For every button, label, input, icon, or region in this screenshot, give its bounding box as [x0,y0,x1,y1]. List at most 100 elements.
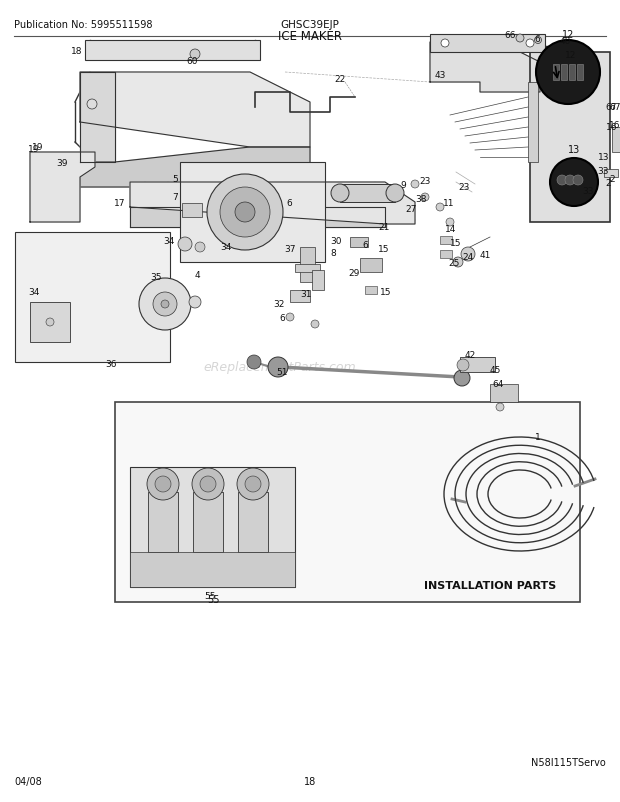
Text: 15: 15 [378,245,389,254]
Circle shape [207,175,283,251]
Circle shape [550,159,598,207]
Text: 12: 12 [562,30,574,40]
Text: 27: 27 [405,205,417,213]
Text: 2: 2 [605,178,611,187]
Polygon shape [130,208,385,228]
Text: 38: 38 [415,194,427,203]
Text: 25: 25 [448,258,459,267]
Circle shape [220,188,270,237]
Bar [430,35,545,53]
Text: 6: 6 [279,314,285,323]
Circle shape [536,41,600,105]
Circle shape [454,371,470,387]
Bar [440,237,452,245]
Circle shape [461,248,475,261]
Polygon shape [80,148,310,213]
Text: 5: 5 [172,176,178,184]
Text: GHSC39EJP: GHSC39EJP [281,20,339,30]
Polygon shape [80,73,115,163]
Text: eReplacementParts.com: eReplacementParts.com [204,361,356,374]
Circle shape [453,257,463,268]
Text: 22: 22 [334,75,345,84]
Bar [193,492,223,553]
Bar [604,170,618,178]
Text: 64: 64 [492,380,503,389]
Text: 15: 15 [450,238,461,247]
Circle shape [189,297,201,309]
Bar [180,163,325,263]
Circle shape [153,293,177,317]
Bar [130,468,295,587]
Bar [130,553,295,587]
Text: 23: 23 [458,182,469,191]
Text: 51: 51 [277,368,288,377]
Bar [156,554,170,582]
Bar [365,286,377,294]
Circle shape [573,176,583,186]
Text: 11: 11 [443,198,454,207]
Bar [440,251,452,259]
Text: 23: 23 [419,176,431,185]
Circle shape [311,321,319,329]
Text: 55: 55 [204,592,216,601]
Bar [115,403,580,602]
Circle shape [421,194,429,202]
Text: 8: 8 [330,248,336,257]
Circle shape [436,204,444,212]
Text: 18: 18 [304,776,316,786]
Text: Publication No: 5995511598: Publication No: 5995511598 [14,20,153,30]
Text: 36: 36 [105,360,117,369]
Bar [577,65,583,81]
Text: 21: 21 [379,222,390,231]
Text: 55: 55 [206,594,219,604]
Circle shape [237,468,269,500]
Text: 67: 67 [609,103,620,112]
Bar [238,492,268,553]
Bar [530,53,610,223]
Circle shape [155,476,171,492]
Text: 43: 43 [435,71,446,79]
Text: 18: 18 [71,47,82,55]
Text: 6: 6 [362,241,368,249]
Text: 33: 33 [582,186,593,195]
Bar [340,184,395,203]
Text: 9: 9 [400,180,405,189]
Circle shape [190,50,200,60]
Polygon shape [30,153,95,223]
Text: 04/08: 04/08 [14,776,42,786]
Text: 37: 37 [285,244,296,253]
Text: 39: 39 [56,158,68,168]
Circle shape [247,355,261,370]
Bar [15,233,170,363]
Text: 42: 42 [465,351,476,360]
Text: INSTALLATION PARTS: INSTALLATION PARTS [424,581,556,590]
Circle shape [534,38,541,44]
Text: 19: 19 [28,145,40,154]
Circle shape [268,358,288,378]
Text: 16: 16 [609,120,620,129]
Circle shape [178,237,192,252]
Bar [569,65,575,81]
Circle shape [496,403,504,411]
Text: 7: 7 [172,193,178,202]
Circle shape [245,476,261,492]
Bar [148,492,178,553]
Text: 24: 24 [462,253,473,262]
Text: 15: 15 [380,288,391,297]
Text: 45: 45 [490,366,502,375]
Bar [553,65,559,81]
Circle shape [200,476,216,492]
Text: 6: 6 [286,198,292,207]
Text: 1: 1 [535,433,541,442]
Bar [246,554,260,582]
Circle shape [235,203,255,223]
Text: 6: 6 [534,35,540,44]
Text: 31: 31 [301,290,312,299]
Bar [300,248,315,282]
Circle shape [195,243,205,253]
Text: 41: 41 [480,251,492,260]
Text: 4: 4 [195,271,201,280]
Text: 16: 16 [606,123,617,132]
Circle shape [87,100,97,110]
Text: 30: 30 [330,237,342,245]
